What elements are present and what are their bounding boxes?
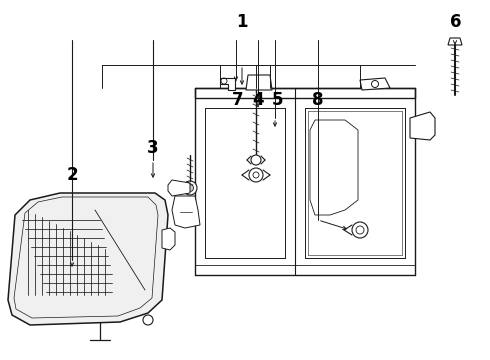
- Circle shape: [143, 315, 153, 325]
- Polygon shape: [360, 78, 390, 90]
- Circle shape: [187, 184, 194, 192]
- Polygon shape: [246, 75, 272, 90]
- Text: 6: 6: [450, 13, 462, 31]
- Text: 5: 5: [271, 91, 283, 109]
- Polygon shape: [220, 78, 235, 90]
- Circle shape: [352, 222, 368, 238]
- Circle shape: [183, 181, 197, 195]
- Polygon shape: [448, 38, 462, 45]
- Text: 2: 2: [66, 166, 78, 184]
- Text: 7: 7: [232, 91, 244, 109]
- Polygon shape: [162, 228, 175, 250]
- Circle shape: [251, 155, 261, 165]
- Circle shape: [249, 168, 263, 182]
- Text: 4: 4: [252, 91, 264, 109]
- Text: 3: 3: [147, 139, 159, 157]
- Polygon shape: [195, 88, 415, 98]
- Polygon shape: [8, 193, 168, 325]
- Polygon shape: [168, 180, 190, 196]
- Polygon shape: [410, 112, 435, 140]
- Polygon shape: [172, 196, 200, 228]
- Text: 8: 8: [312, 91, 324, 109]
- Text: 1: 1: [236, 13, 248, 31]
